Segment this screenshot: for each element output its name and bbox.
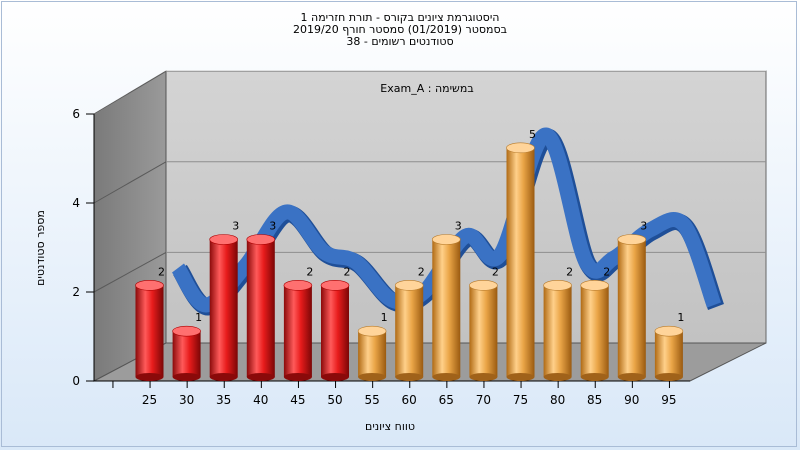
bar-40 xyxy=(246,234,276,381)
x-tick-label-70: 70 xyxy=(476,393,491,407)
y-axis-title: מספר סטודנטים xyxy=(34,210,47,286)
bar-30 xyxy=(172,325,201,381)
bar-45 xyxy=(283,280,313,381)
data-label-65: 3 xyxy=(455,219,462,232)
chart-title-line-2: בסמסטר (01/2019) סמסטר חורף 2019/20 xyxy=(293,23,507,36)
bar-35 xyxy=(209,234,238,381)
bar-50 xyxy=(320,280,350,381)
data-label-75: 5 xyxy=(529,128,536,141)
data-label-25: 2 xyxy=(158,265,165,278)
x-axis-title: טווח ציונים xyxy=(365,420,415,433)
gridline-side xyxy=(93,70,167,115)
x-tick-label-55: 55 xyxy=(364,393,379,407)
data-label-95: 1 xyxy=(677,311,684,324)
y-tick-label: 0 xyxy=(72,374,80,388)
bar-60 xyxy=(394,280,424,381)
gridline-side xyxy=(93,251,167,293)
x-tick-label-60: 60 xyxy=(402,393,417,407)
x-tick-label-65: 65 xyxy=(439,393,454,407)
data-label-85: 2 xyxy=(603,265,610,278)
x-tick-label-50: 50 xyxy=(327,393,342,407)
bar-90 xyxy=(617,234,647,381)
y-tick-label: 2 xyxy=(72,285,80,299)
data-label-80: 2 xyxy=(566,265,573,278)
y-tick-label: 4 xyxy=(72,196,80,210)
x-tick-label-35: 35 xyxy=(216,393,231,407)
x-tick-label-25: 25 xyxy=(142,393,157,407)
bar-65 xyxy=(431,234,461,381)
x-tick-label-90: 90 xyxy=(624,393,639,407)
bars: 2 1 3 3 2 2 1 2 3 2 5 2 2 3 1 xyxy=(135,128,684,381)
data-label-70: 2 xyxy=(492,265,499,278)
data-label-50: 2 xyxy=(344,265,351,278)
data-label-40: 3 xyxy=(269,219,276,232)
bar-55 xyxy=(357,325,387,381)
data-label-55: 1 xyxy=(381,311,388,324)
bar-85 xyxy=(580,280,610,381)
bar-95 xyxy=(654,325,684,381)
y-tick-label: 6 xyxy=(72,107,80,121)
gridline-side xyxy=(93,161,167,204)
plot-title: Exam_A : במשימה xyxy=(380,82,473,95)
chart-title-line-1: היסטוגרמת ציונים בקורס - תורת חזרימה 1 xyxy=(300,11,500,24)
x-axis: 25 30 35 40 45 50 55 60 65 70 75 80 85 90 95 xyxy=(94,380,690,407)
x-tick-label-45: 45 xyxy=(290,393,305,407)
data-label-45: 2 xyxy=(306,265,313,278)
data-label-35: 3 xyxy=(232,219,239,232)
bar-80 xyxy=(543,280,572,381)
data-label-30: 1 xyxy=(195,311,202,324)
gridlines xyxy=(93,70,766,293)
bar-70 xyxy=(469,280,498,381)
x-tick-label-30: 30 xyxy=(179,393,194,407)
x-tick-label-85: 85 xyxy=(587,393,602,407)
x-tick-label-95: 95 xyxy=(661,393,676,407)
chart-title-line-3: סטודנטים רשומים - 38 xyxy=(346,35,454,48)
x-tick-label-80: 80 xyxy=(550,393,565,407)
y-axis: 0 2 4 6 xyxy=(72,107,95,388)
x-tick-label-75: 75 xyxy=(513,393,528,407)
data-label-60: 2 xyxy=(418,265,425,278)
data-label-90: 3 xyxy=(640,219,647,232)
bar-25 xyxy=(135,280,164,381)
x-tick-label-40: 40 xyxy=(253,393,268,407)
bar-75 xyxy=(506,142,535,381)
